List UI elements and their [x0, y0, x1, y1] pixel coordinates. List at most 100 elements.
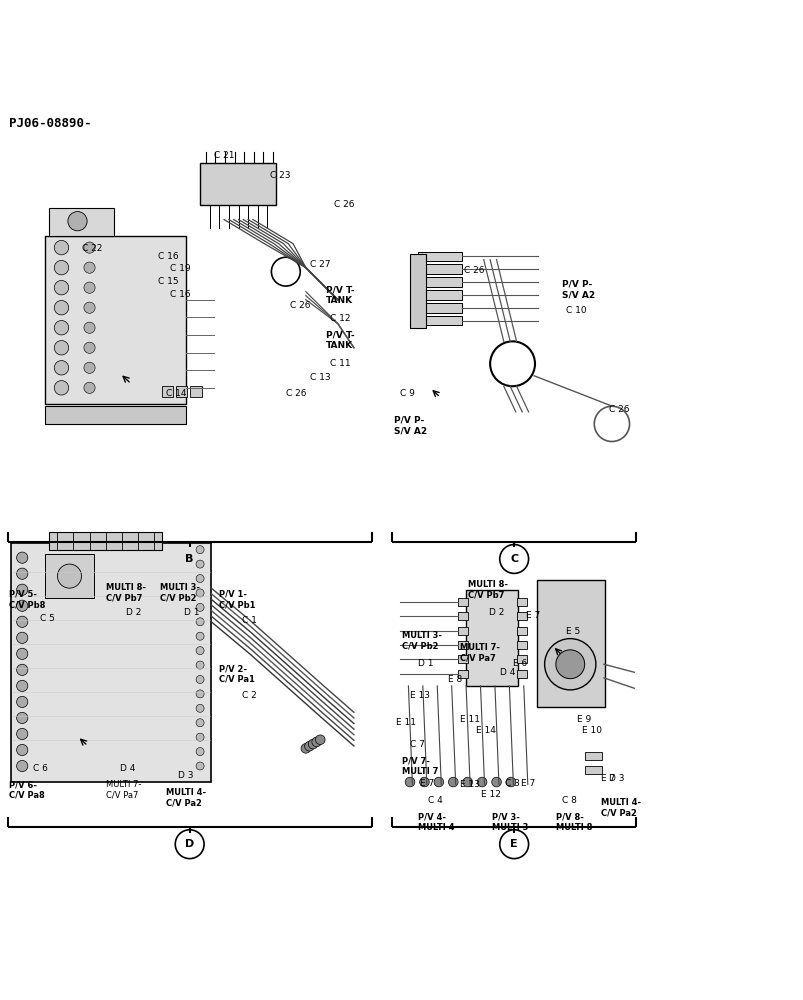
Circle shape — [196, 589, 204, 597]
Text: E 7: E 7 — [520, 779, 534, 788]
Circle shape — [555, 650, 584, 679]
Circle shape — [196, 748, 204, 756]
Circle shape — [17, 760, 28, 772]
Text: P/V P-
S/V A2: P/V P- S/V A2 — [393, 416, 426, 435]
Text: D 2: D 2 — [488, 608, 503, 617]
Text: C 21: C 21 — [214, 151, 234, 160]
Circle shape — [57, 564, 81, 588]
Circle shape — [196, 575, 204, 583]
Text: MULTI 7-
C/V Pa7: MULTI 7- C/V Pa7 — [459, 643, 499, 662]
Circle shape — [84, 262, 95, 273]
Text: C 14: C 14 — [165, 389, 186, 398]
Bar — [418, 290, 462, 300]
Text: C 5: C 5 — [40, 614, 55, 623]
Circle shape — [448, 777, 458, 787]
Circle shape — [17, 744, 28, 756]
Text: C 6: C 6 — [34, 764, 48, 773]
Bar — [418, 264, 462, 274]
Circle shape — [54, 361, 68, 375]
Text: E 7: E 7 — [419, 779, 434, 788]
Circle shape — [17, 712, 28, 724]
Bar — [536, 580, 604, 707]
Bar — [517, 655, 526, 663]
Text: P/V 3-
MULTI 3: P/V 3- MULTI 3 — [491, 812, 528, 832]
Circle shape — [54, 381, 68, 395]
Bar — [584, 752, 601, 760]
Circle shape — [308, 739, 317, 749]
Text: P/V 6-
C/V Pa8: P/V 6- C/V Pa8 — [10, 780, 45, 800]
Bar — [418, 303, 462, 313]
Text: E 14: E 14 — [475, 726, 495, 735]
Circle shape — [477, 777, 487, 787]
Circle shape — [196, 675, 204, 683]
Bar — [458, 670, 467, 678]
Circle shape — [196, 560, 204, 568]
Text: E 7: E 7 — [525, 611, 540, 620]
Text: D 1: D 1 — [184, 608, 199, 617]
Text: MULTI 3-
C/V Pb2: MULTI 3- C/V Pb2 — [160, 583, 200, 603]
Text: D: D — [185, 839, 194, 849]
Text: C 7: C 7 — [410, 740, 424, 749]
Text: P/V 4-
MULTI 4: P/V 4- MULTI 4 — [418, 812, 454, 832]
Circle shape — [196, 546, 204, 554]
Text: C 12: C 12 — [329, 314, 350, 323]
Circle shape — [196, 632, 204, 640]
Bar — [458, 655, 467, 663]
Bar — [517, 670, 526, 678]
Text: C 22: C 22 — [81, 244, 102, 253]
Text: C 26: C 26 — [286, 389, 306, 398]
Text: C 26: C 26 — [608, 405, 629, 414]
Bar — [517, 641, 526, 649]
Text: C 4: C 4 — [427, 796, 442, 805]
Text: E 12: E 12 — [480, 790, 499, 799]
Bar — [410, 254, 426, 328]
Circle shape — [54, 240, 68, 255]
Circle shape — [196, 762, 204, 770]
Circle shape — [506, 777, 516, 787]
Bar — [46, 236, 185, 404]
Text: C 16: C 16 — [157, 252, 178, 261]
Circle shape — [84, 282, 95, 293]
Circle shape — [54, 341, 68, 355]
Text: D 3: D 3 — [177, 771, 193, 780]
Text: P/V T-
TANK: P/V T- TANK — [325, 330, 354, 350]
Text: MULTI 4-
C/V Pa2: MULTI 4- C/V Pa2 — [600, 798, 640, 817]
Text: PJ06-08890-: PJ06-08890- — [10, 117, 92, 130]
Circle shape — [196, 618, 204, 626]
Bar — [176, 386, 187, 397]
Circle shape — [405, 777, 414, 787]
Circle shape — [54, 280, 68, 295]
Bar — [466, 590, 517, 686]
Text: P/V 1-
C/V Pb1: P/V 1- C/V Pb1 — [219, 590, 255, 609]
Text: P/V P-
S/V A2: P/V P- S/V A2 — [561, 280, 595, 299]
Text: E 9: E 9 — [576, 715, 590, 724]
Text: C 11: C 11 — [329, 359, 350, 368]
Text: C 1: C 1 — [242, 616, 256, 625]
Circle shape — [17, 600, 28, 611]
Text: B: B — [185, 554, 194, 564]
Circle shape — [419, 777, 429, 787]
Text: P/V 8-
MULTI 8: P/V 8- MULTI 8 — [555, 812, 592, 832]
Text: C 26: C 26 — [464, 266, 484, 275]
Text: P/V T-
TANK: P/V T- TANK — [325, 285, 354, 305]
Text: MULTI 4-
C/V Pa2: MULTI 4- C/V Pa2 — [165, 788, 206, 808]
Circle shape — [300, 744, 310, 753]
Text: C 23: C 23 — [270, 171, 290, 180]
Bar — [50, 208, 113, 236]
Circle shape — [463, 777, 472, 787]
Circle shape — [54, 321, 68, 335]
Circle shape — [84, 322, 95, 333]
Text: D 3: D 3 — [608, 774, 623, 783]
Text: C: C — [509, 554, 518, 564]
Circle shape — [54, 300, 68, 315]
Circle shape — [17, 664, 28, 675]
Circle shape — [84, 242, 95, 253]
Bar — [418, 277, 462, 287]
Bar — [50, 532, 161, 550]
Text: P/V 5-
C/V Pb8: P/V 5- C/V Pb8 — [10, 590, 46, 609]
Text: C 10: C 10 — [565, 306, 586, 315]
Text: C 26: C 26 — [333, 200, 354, 209]
Circle shape — [544, 639, 595, 690]
Text: MULTI 7-
C/V Pa7: MULTI 7- C/V Pa7 — [105, 780, 141, 800]
Circle shape — [196, 661, 204, 669]
